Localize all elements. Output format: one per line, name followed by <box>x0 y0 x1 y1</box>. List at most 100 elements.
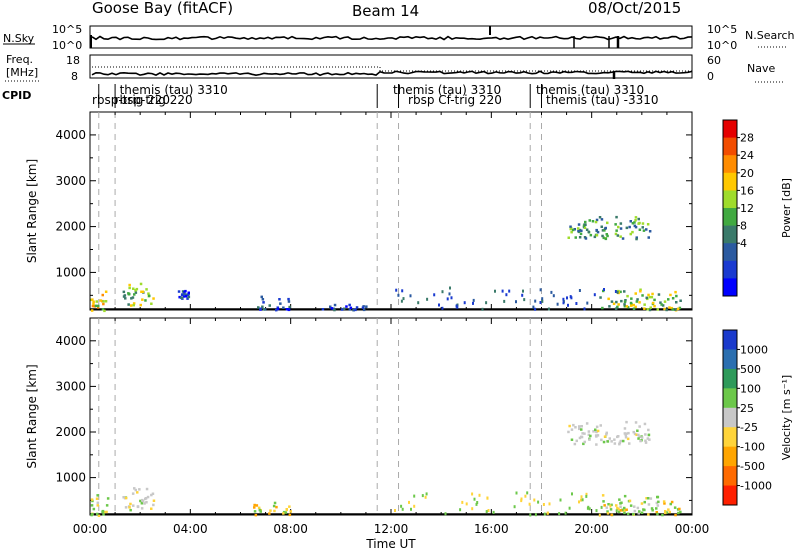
echo-cell <box>583 307 586 311</box>
echo-cell <box>646 308 649 311</box>
echo-cell <box>573 442 577 446</box>
echo-cell <box>288 505 291 508</box>
echo-cell <box>138 488 141 491</box>
echo-cell <box>508 289 511 293</box>
echo-cell <box>425 492 428 496</box>
echo-cell <box>448 292 451 296</box>
echo-cell <box>589 233 593 237</box>
echo-cell <box>476 501 479 504</box>
echo-cell <box>180 296 184 300</box>
echo-cell <box>562 297 565 301</box>
echo-cell <box>503 299 506 303</box>
echo-cell <box>629 504 633 507</box>
echo-cell <box>400 299 403 303</box>
echo-cell <box>615 215 618 219</box>
echo-cell <box>184 294 188 298</box>
echo-cell <box>413 504 416 508</box>
echo-cell <box>578 228 582 232</box>
echo-cell <box>478 493 481 497</box>
echo-cell <box>261 298 265 301</box>
echo-cell <box>598 216 602 219</box>
echo-cell <box>639 439 642 443</box>
echo-cell <box>650 507 654 510</box>
freq-panel-frame <box>89 54 693 79</box>
echo-cell <box>152 499 156 502</box>
echo-cell <box>446 297 449 301</box>
echo-cell <box>571 492 573 496</box>
echo-cell <box>362 308 366 312</box>
colorbar-segment <box>723 466 737 487</box>
echo-cell <box>657 293 661 296</box>
echo-cell <box>675 301 678 304</box>
colorbar-segment <box>723 137 737 156</box>
echo-cell <box>394 509 396 512</box>
colorbar-tick-label: 1000 <box>740 343 768 356</box>
echo-cell <box>595 218 599 222</box>
echo-cell <box>574 426 577 429</box>
echo-cell <box>671 297 675 300</box>
noise-tick-left-top: 10^5 <box>52 23 82 36</box>
colorbar-tick-label: -25 <box>740 421 758 434</box>
echo-cell <box>616 305 619 309</box>
echo-cell <box>656 495 660 499</box>
echo-cell <box>105 504 109 507</box>
echo-cell <box>664 511 667 515</box>
echo-cell <box>139 282 143 286</box>
colorbar-tick-label: 500 <box>740 363 761 376</box>
echo-cell <box>618 498 621 501</box>
echo-cell <box>657 500 660 504</box>
freq-trace-dotted <box>92 66 692 72</box>
echo-cell <box>615 300 618 304</box>
echo-cell <box>609 504 612 508</box>
echo-cell <box>140 290 143 293</box>
echo-cell <box>578 425 581 428</box>
echo-cell <box>124 496 128 500</box>
echo-cell <box>595 234 599 237</box>
echo-cell <box>261 305 264 308</box>
echo-cell <box>521 293 524 297</box>
echo-cell <box>433 293 436 297</box>
cpid-entry: rbsp-trig 220 <box>92 93 170 107</box>
echo-cell <box>287 300 291 303</box>
freq-tick-right-top: 60 <box>707 54 721 67</box>
echo-cell <box>596 429 600 433</box>
echo-cell <box>653 304 656 308</box>
echo-cell <box>646 223 650 226</box>
echo-cell <box>276 307 280 311</box>
echo-cell <box>567 236 570 239</box>
echo-cell <box>187 293 190 296</box>
echo-cell <box>663 300 667 303</box>
echo-cell <box>101 509 105 513</box>
echo-cell <box>577 223 581 226</box>
echo-cell <box>132 303 135 307</box>
echo-cell <box>150 302 153 305</box>
echo-cell <box>638 228 642 231</box>
echo-cell <box>651 509 654 512</box>
echo-cell <box>395 288 398 292</box>
echo-cell <box>284 511 288 514</box>
echo-cell <box>487 509 490 512</box>
echo-cell <box>589 434 592 438</box>
echo-cell <box>492 510 495 514</box>
echo-cell <box>465 502 468 506</box>
echo-cell <box>104 300 108 303</box>
echo-cell <box>661 304 665 307</box>
echo-cell <box>528 502 531 506</box>
echo-cell <box>594 434 598 437</box>
echo-cell <box>610 513 613 517</box>
echo-cell <box>643 508 646 512</box>
echo-cell <box>648 295 651 299</box>
echo-cell <box>352 308 355 312</box>
cpid-entry: themis (tau) -3310 <box>546 93 659 107</box>
cpid-entry: themis (tau) 3310 <box>393 83 501 97</box>
echo-cell <box>534 513 537 517</box>
echo-cell <box>569 295 572 299</box>
echo-cell <box>594 428 597 431</box>
echo-cell <box>129 502 132 506</box>
echo-cell <box>613 438 616 441</box>
echo-cell <box>637 217 640 221</box>
echo-cell <box>626 437 630 441</box>
echo-cell <box>623 303 626 306</box>
echo-cell <box>463 301 466 305</box>
echo-cell <box>625 305 629 308</box>
